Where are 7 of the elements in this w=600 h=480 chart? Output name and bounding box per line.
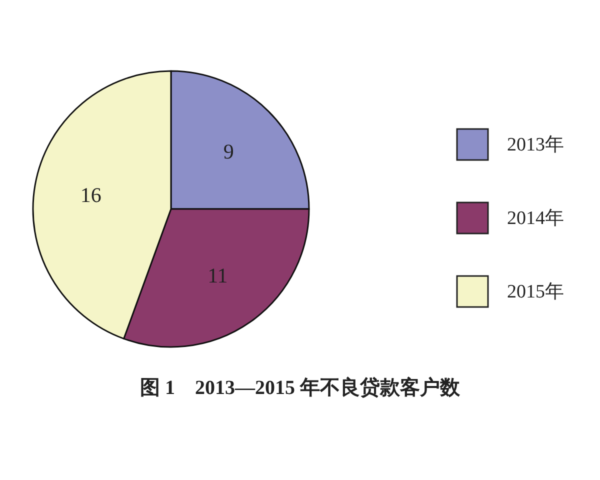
data-label: 16 bbox=[80, 182, 102, 207]
legend-label: 2014年 bbox=[507, 208, 564, 229]
data-label: 9 bbox=[223, 139, 234, 164]
legend-label: 2013年 bbox=[507, 134, 564, 156]
data-label: 11 bbox=[208, 264, 228, 288]
text: 图 1 2013—2015 年不良贷款客户数 bbox=[140, 376, 461, 399]
legend-label: 2015年 bbox=[507, 282, 564, 302]
